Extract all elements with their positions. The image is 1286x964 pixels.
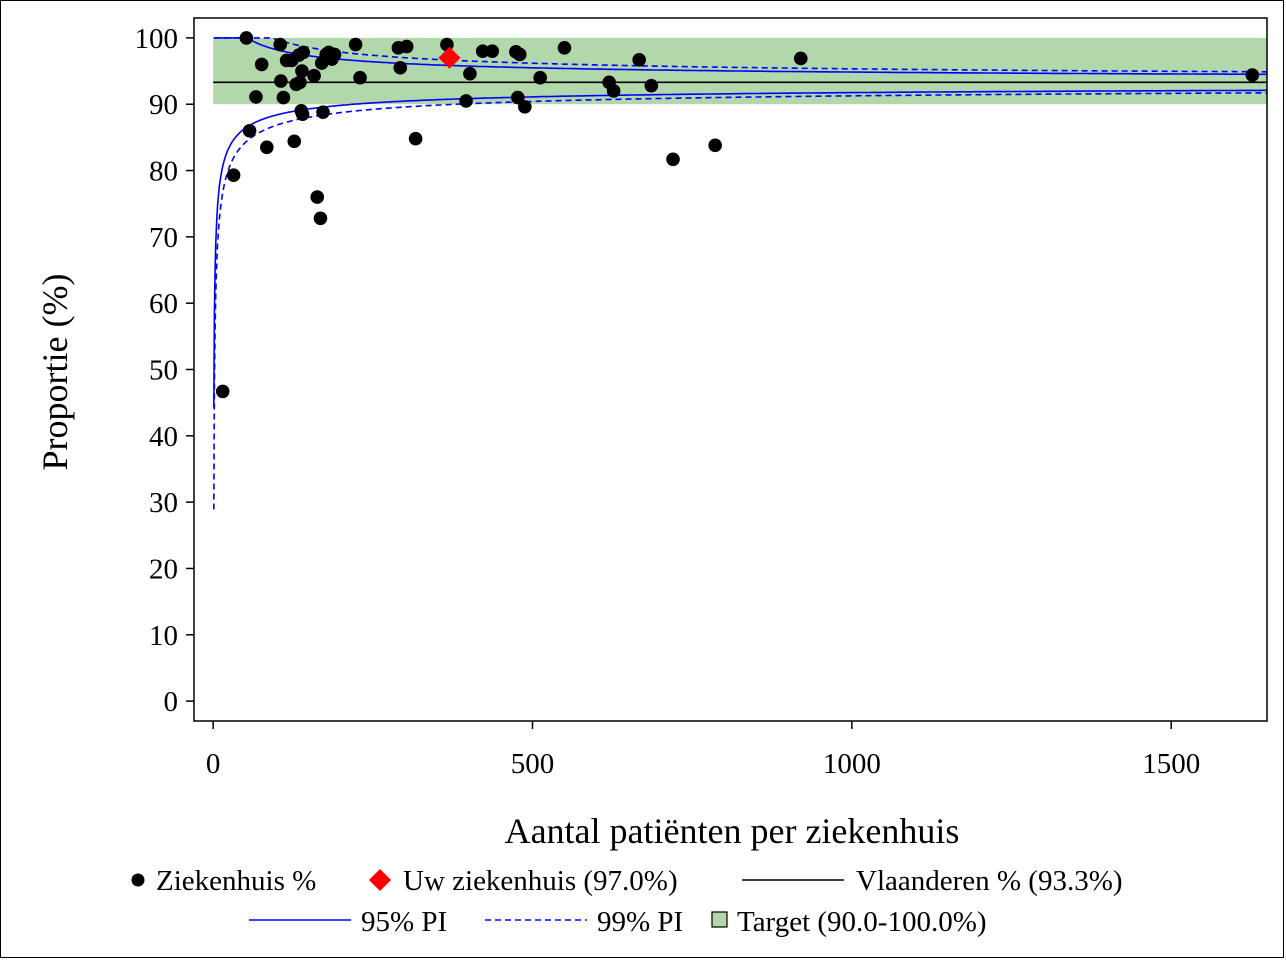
hospital-point <box>316 105 330 119</box>
x-axis-label: Aantal patiënten per ziekenhuis <box>505 811 960 851</box>
y-tick-label: 90 <box>149 89 178 121</box>
y-tick-label: 40 <box>149 421 178 453</box>
hospital-point <box>296 45 311 60</box>
x-tick-label: 500 <box>511 748 555 780</box>
y-tick-label: 70 <box>149 222 178 254</box>
hospital-point <box>393 60 408 75</box>
hospital-point <box>708 138 722 153</box>
pi95-upper-line <box>213 37 1267 76</box>
hospital-point <box>226 168 241 182</box>
hospital-point <box>310 190 325 204</box>
legend-label-vlaanderen: Vlaanderen % (93.3%) <box>856 865 1123 897</box>
legend-marker-own-hospital <box>369 869 391 891</box>
hospital-point <box>249 90 263 104</box>
hospital-point <box>348 37 363 52</box>
hospital-point <box>632 52 646 67</box>
y-tick-label: 60 <box>149 288 178 320</box>
pi99-lower-line <box>213 92 1267 510</box>
hospital-point <box>274 74 288 88</box>
x-tick-label: 1000 <box>823 748 881 780</box>
hospital-point <box>557 41 572 55</box>
hospital-point <box>327 47 342 62</box>
hospital-point <box>276 90 291 105</box>
legend-label-pi95: 95% PI <box>361 906 447 938</box>
pi99-upper-line <box>213 37 1267 73</box>
legend-label-own-hospital: Uw ziekenhuis (97.0%) <box>403 865 678 897</box>
hospital-point <box>475 44 490 58</box>
hospital-point <box>408 131 423 146</box>
hospital-point <box>239 31 254 45</box>
legend-label-target: Target (90.0-100.0%) <box>737 906 987 938</box>
hospital-point <box>254 57 269 72</box>
hospital-point <box>533 70 547 85</box>
hospital-point <box>666 152 680 167</box>
hospital-point <box>463 66 477 81</box>
hospital-point <box>511 90 525 105</box>
hospital-point <box>215 384 230 399</box>
y-axis-label: Proportie (%) <box>35 274 75 471</box>
hospital-point <box>293 75 307 90</box>
hospital-point <box>353 70 367 85</box>
hospital-point <box>518 100 532 114</box>
y-tick-label: 80 <box>149 156 178 188</box>
hospital-point <box>512 47 527 62</box>
hospital-point <box>606 84 621 98</box>
legend-label-hospital: Ziekenhuis % <box>156 865 316 897</box>
y-tick-label: 30 <box>149 487 178 519</box>
hospital-point <box>307 68 321 83</box>
hospital-point <box>260 140 274 155</box>
own-hospital-point <box>438 46 461 69</box>
y-tick-label: 100 <box>135 23 179 55</box>
plot-frame <box>193 17 1268 722</box>
hospital-point <box>459 94 473 108</box>
hospital-point <box>644 78 659 93</box>
legend-swatch-target <box>711 911 728 928</box>
hospital-point <box>242 123 257 138</box>
x-tick-label: 1500 <box>1142 748 1200 780</box>
x-tick-label: 0 <box>206 748 221 780</box>
hospital-point <box>295 107 310 121</box>
hospital-point <box>399 39 414 54</box>
hospital-point <box>313 211 328 226</box>
y-tick-label: 0 <box>164 686 179 718</box>
pi95-lower-line <box>213 89 1267 408</box>
hospital-point <box>287 134 302 149</box>
plot-area <box>213 31 1267 510</box>
y-tick-label: 20 <box>149 553 178 585</box>
legend: Ziekenhuis % Uw ziekenhuis (97.0%) Vlaande… <box>131 865 1123 938</box>
hospital-point <box>1245 68 1260 82</box>
hospital-point <box>273 37 288 52</box>
y-tick-label: 50 <box>149 355 178 387</box>
hospital-point <box>485 44 500 58</box>
hospital-point <box>295 64 309 78</box>
legend-marker-hospital <box>131 873 145 887</box>
hospital-point <box>793 51 808 66</box>
legend-label-pi99: 99% PI <box>597 906 683 938</box>
y-tick-label: 10 <box>149 620 178 652</box>
